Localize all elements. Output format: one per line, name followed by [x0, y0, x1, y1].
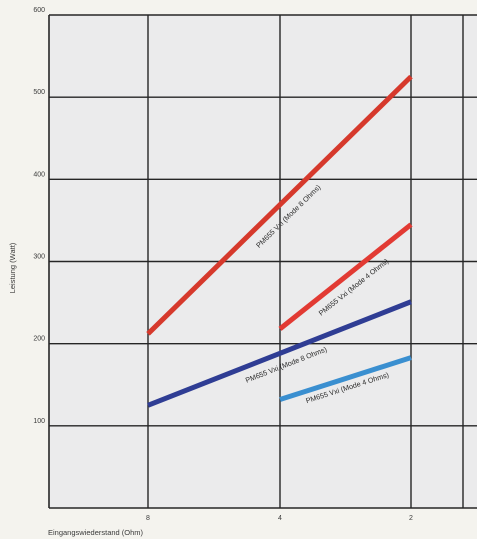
y-tick-label: 100 [33, 418, 45, 425]
grid [48, 14, 477, 509]
series-line-3 [147, 299, 412, 408]
y-tick-label: 300 [33, 254, 45, 261]
x-axis-ticks: 8 4 2 [146, 515, 413, 522]
y-tick-label: 400 [33, 171, 45, 178]
series-line-4 [279, 355, 412, 402]
x-axis-title: Eingangswiederstand (Ohm) [48, 528, 144, 537]
y-tick-label: 600 [33, 7, 45, 14]
series-line-1 [146, 74, 413, 336]
series-line-2 [278, 222, 413, 331]
y-tick-label: 200 [33, 336, 45, 343]
x-tick-label: 4 [278, 515, 282, 522]
series-lines [146, 74, 413, 408]
y-tick-label: 500 [33, 89, 45, 96]
x-tick-label: 8 [146, 515, 150, 522]
x-tick-label: 2 [409, 515, 413, 522]
y-axis-ticks: 100 200 300 400 500 600 [33, 7, 45, 425]
y-axis-title: Leistung (Watt) [8, 242, 17, 293]
